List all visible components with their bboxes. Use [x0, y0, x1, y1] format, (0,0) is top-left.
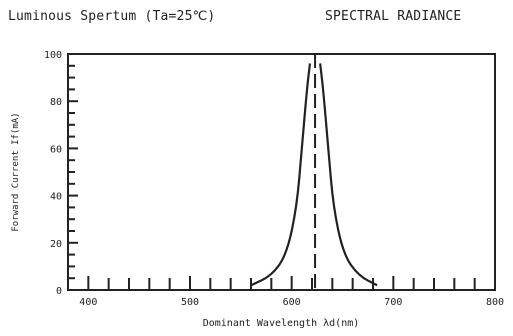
y-tick-label: 100 [44, 50, 62, 61]
y-tick-label: 80 [50, 97, 62, 108]
spectrum-rising-edge [250, 63, 312, 287]
y-tick-label: 20 [50, 239, 62, 250]
spectrum-curves [250, 63, 378, 287]
y-tick-label: 40 [50, 192, 62, 203]
y-tick-label: 0 [56, 286, 62, 297]
x-tick-label: 500 [181, 297, 199, 308]
plot-frame [67, 53, 496, 291]
x-tick-label: 700 [384, 297, 402, 308]
x-axis-label: Dominant Wavelength λd(nm) [203, 318, 360, 329]
tick-labels: 400 500 600 700 800 0 20 40 60 80 100 [44, 50, 504, 308]
y-axis-label: Forward Current If(mA) [11, 112, 21, 231]
chart-subtitle: SPECTRAL RADIANCE [325, 9, 462, 24]
x-tick-label: 800 [486, 297, 504, 308]
spectrum-falling-edge [319, 63, 378, 287]
x-tick-label: 400 [79, 297, 97, 308]
chart-title: Luminous Spertum (Ta=25℃) [8, 9, 216, 24]
axis-ticks [68, 64, 476, 290]
y-tick-label: 60 [50, 144, 62, 155]
x-tick-label: 600 [283, 297, 301, 308]
